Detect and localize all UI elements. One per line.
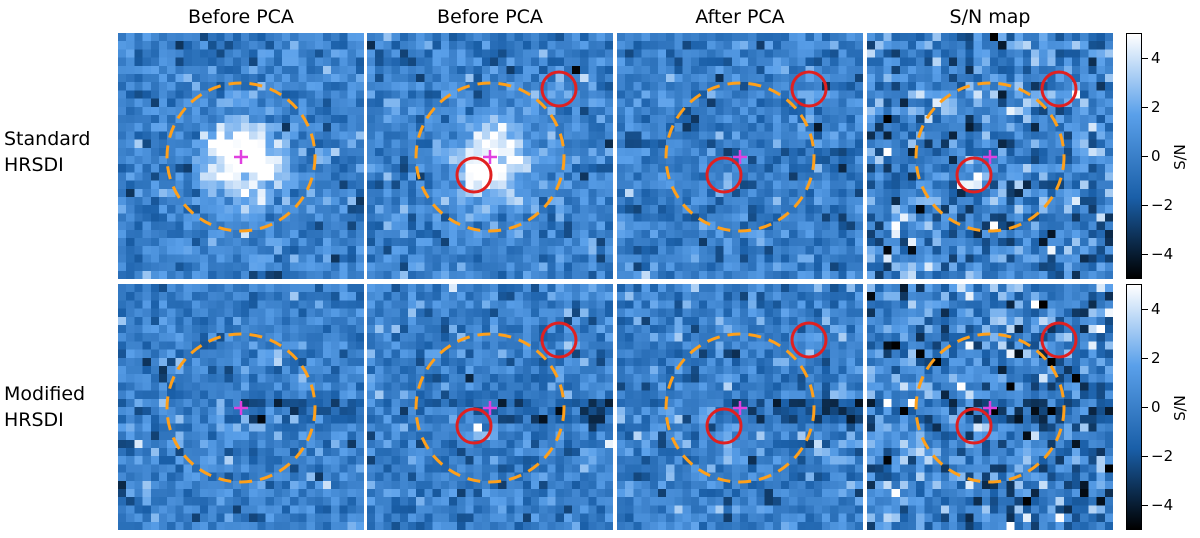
colorbar-top-tick-2 <box>1142 107 1148 108</box>
overlay-modified-sn-map <box>914 321 1078 484</box>
column-title-2: Before PCA <box>437 6 543 28</box>
colorbar-top-label: S/N <box>1171 144 1189 170</box>
colorbar-top <box>1126 33 1142 279</box>
star-position-cross <box>733 150 747 164</box>
colorbar-bottom-tick-1 <box>1142 309 1148 310</box>
planet-circle-inner <box>455 156 493 194</box>
colorbar-top-tick-label-1: 4 <box>1151 49 1161 67</box>
colorbar-bottom <box>1126 284 1142 530</box>
planet-circle-outer <box>790 70 828 108</box>
panel-standard-before-pca-2 <box>367 33 613 279</box>
overlay-standard-before-pca-1 <box>165 81 317 233</box>
star-position-cross <box>733 401 747 415</box>
panel-standard-after-pca <box>617 33 863 279</box>
row-label-modified-line1: Modified <box>4 383 86 405</box>
colorbar-bottom-tick-label-2: 2 <box>1151 349 1161 367</box>
aperture-circle <box>165 81 317 233</box>
panel-modified-after-pca <box>617 284 863 530</box>
star-position-cross <box>234 150 248 164</box>
colorbar-bottom-tick-label-1: 4 <box>1151 300 1161 318</box>
row-label-standard: Standard HRSDI <box>4 126 114 178</box>
overlay-modified-after-pca <box>664 321 828 484</box>
panel-modified-sn-map <box>867 284 1113 530</box>
star-position-cross <box>983 401 997 415</box>
colorbar-bottom-tick-2 <box>1142 358 1148 359</box>
planet-circle-outer <box>790 321 828 359</box>
planet-circle-outer <box>540 70 578 108</box>
colorbar-bottom-tick-5 <box>1142 505 1148 506</box>
panel-modified-before-pca-1 <box>118 284 364 530</box>
aperture-circle <box>165 332 317 484</box>
planet-circle-outer <box>540 321 578 359</box>
overlay-modified-before-pca-1 <box>165 332 317 484</box>
column-title-1: Before PCA <box>188 6 294 28</box>
panel-standard-sn-map <box>867 33 1113 279</box>
planet-circle-outer <box>1040 321 1078 359</box>
column-title-3: After PCA <box>695 6 785 28</box>
star-position-cross <box>483 150 497 164</box>
planet-circle-inner <box>955 156 993 194</box>
star-position-cross <box>234 401 248 415</box>
row-label-standard-line1: Standard <box>4 128 91 150</box>
colorbar-bottom-gradient <box>1127 285 1141 529</box>
overlay-standard-before-pca-2 <box>414 70 578 233</box>
aperture-circle <box>414 332 566 484</box>
colorbar-bottom-tick-4 <box>1142 456 1148 457</box>
colorbar-bottom-tick-label-4: −2 <box>1151 447 1174 465</box>
colorbar-top-tick-3 <box>1142 156 1148 157</box>
row-label-standard-line2: HRSDI <box>4 154 64 176</box>
aperture-circle <box>664 81 816 233</box>
colorbar-top-tick-label-5: −4 <box>1151 245 1174 263</box>
planet-circle-inner <box>705 407 743 445</box>
colorbar-bottom-tick-label-5: −4 <box>1151 496 1174 514</box>
colorbar-top-tick-label-3: 0 <box>1151 147 1161 165</box>
aperture-circle <box>914 81 1066 233</box>
colorbar-bottom-label: S/N <box>1171 395 1189 421</box>
aperture-circle <box>414 81 566 233</box>
row-label-modified: Modified HRSDI <box>4 381 114 433</box>
colorbar-top-tick-label-4: −2 <box>1151 196 1174 214</box>
panel-modified-before-pca-2 <box>367 284 613 530</box>
row-label-modified-line2: HRSDI <box>4 409 64 431</box>
panel-standard-before-pca-1 <box>118 33 364 279</box>
aperture-circle <box>914 332 1066 484</box>
planet-circle-inner <box>705 156 743 194</box>
colorbar-top-gradient <box>1127 34 1141 278</box>
star-position-cross <box>483 401 497 415</box>
column-title-4: S/N map <box>949 6 1031 28</box>
overlay-standard-after-pca <box>664 70 828 233</box>
planet-circle-inner <box>455 407 493 445</box>
colorbar-top-tick-4 <box>1142 205 1148 206</box>
star-position-cross <box>983 150 997 164</box>
aperture-circle <box>664 332 816 484</box>
planet-circle-inner <box>955 407 993 445</box>
overlay-standard-sn-map <box>914 70 1078 233</box>
colorbar-top-tick-1 <box>1142 58 1148 59</box>
colorbar-top-tick-label-2: 2 <box>1151 98 1161 116</box>
colorbar-bottom-tick-3 <box>1142 407 1148 408</box>
colorbar-bottom-tick-label-3: 0 <box>1151 398 1161 416</box>
planet-circle-outer <box>1040 70 1078 108</box>
colorbar-top-tick-5 <box>1142 254 1148 255</box>
overlay-modified-before-pca-2 <box>414 321 578 484</box>
